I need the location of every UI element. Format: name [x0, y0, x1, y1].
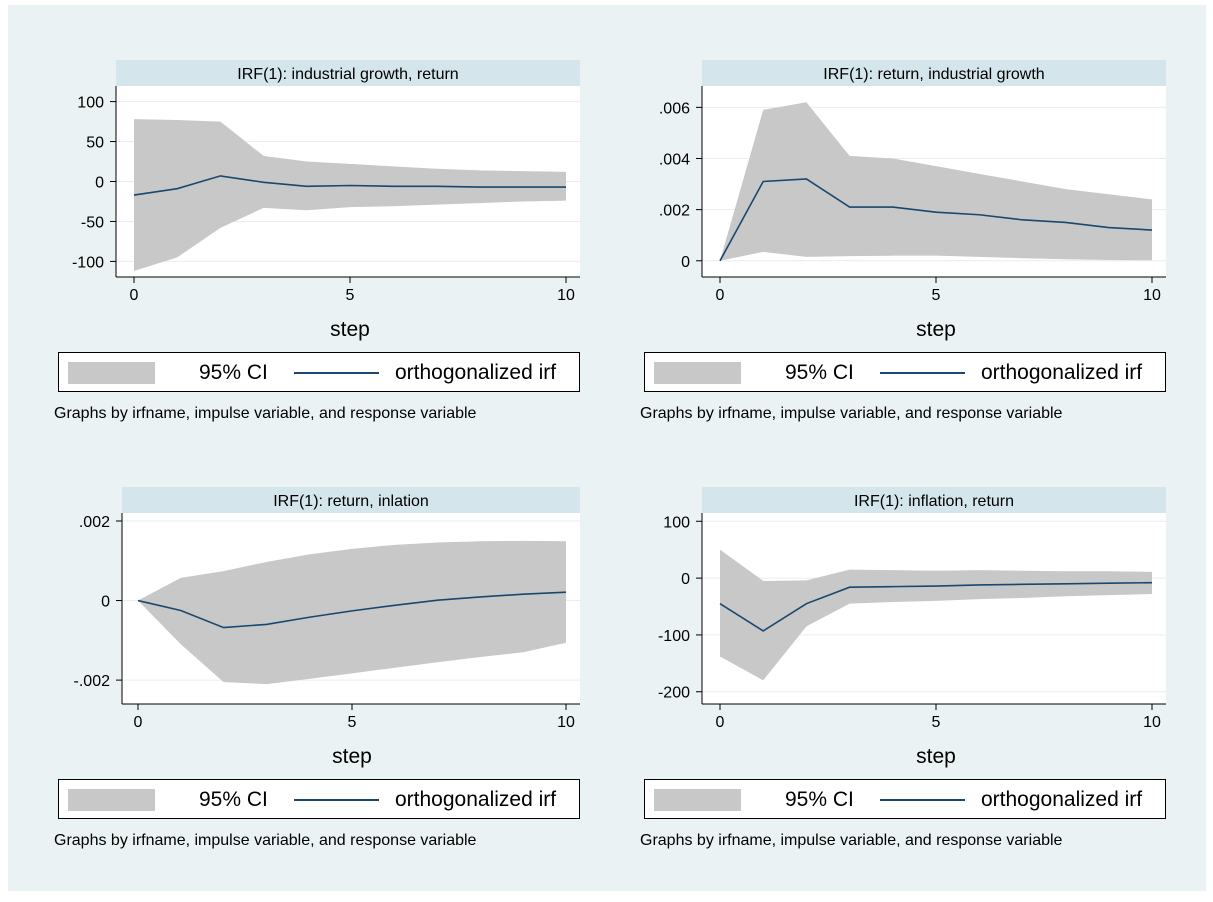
legend-ci-swatch — [68, 789, 155, 811]
y-tick-label: .006 — [659, 100, 690, 117]
y-tick-label: .002 — [79, 514, 110, 531]
x-tick-label: 5 — [932, 287, 941, 304]
legend-ci-label: 95% CI — [199, 361, 268, 384]
graphs-by-note-1: Graphs by irfname, impulse variable, and… — [54, 405, 477, 422]
chart-title: IRF(1): inflation, return — [854, 493, 1014, 510]
legend-irf-line — [880, 372, 965, 374]
x-tick-label: 10 — [557, 714, 575, 731]
x-tick-label: 0 — [134, 714, 143, 731]
ci-band — [138, 540, 566, 685]
x-tick-label: 5 — [932, 714, 941, 731]
legend-ci-swatch — [654, 362, 741, 384]
title-bar — [122, 487, 580, 513]
x-axis-label: step — [916, 745, 956, 768]
y-tick-label: 0 — [95, 175, 104, 192]
x-tick-label: 10 — [557, 287, 575, 304]
y-tick-label: -.002 — [74, 673, 111, 690]
x-axis-label: step — [330, 318, 370, 341]
irf-plot-4: IRF(1): inflation, return 100 0 -100 -200 0 5 1… — [658, 487, 1166, 768]
chart-panel-2: IRF(1): return, industrial growth 0 .002 .0… — [640, 55, 1200, 475]
legend-2: 95% CI orthogonalized irf — [644, 352, 1166, 392]
legend-irf-label: orthogonalized irf — [981, 361, 1143, 384]
irf-plot-3: IRF(1): return, inlation .002 0 -.002 0 5 10 st… — [74, 487, 580, 768]
x-tick-label: 0 — [130, 287, 139, 304]
x-tick-label: 5 — [346, 287, 355, 304]
chart-panel-3: IRF(1): return, inlation .002 0 -.002 0 5 10 st… — [54, 482, 614, 902]
legend-ci-swatch — [68, 362, 155, 384]
legend-irf-label: orthogonalized irf — [395, 361, 557, 384]
legend-irf-line — [880, 799, 965, 801]
irf-plot-1: IRF(1): industrial growth, return100500-… — [72, 60, 580, 341]
x-tick-label: 10 — [1143, 287, 1161, 304]
legend-ci-label: 95% CI — [199, 788, 268, 811]
ci-band — [720, 549, 1152, 681]
legend-1: 95% CI orthogonalized irf — [58, 352, 580, 392]
chart-panel-1: IRF(1): industrial growth, return 100 50 0-… — [54, 55, 614, 475]
legend-irf-label: orthogonalized irf — [395, 788, 557, 811]
y-tick-label: .004 — [659, 151, 690, 168]
y-tick-label: -200 — [658, 685, 690, 702]
irf-line — [133, 175, 566, 196]
y-tick-label: -100 — [72, 254, 104, 271]
graphs-by-note-2: Graphs by irfname, impulse variable, and… — [640, 405, 1063, 422]
y-tick-label: 100 — [77, 95, 104, 112]
x-tick-label: 10 — [1143, 714, 1161, 731]
graphs-by-note-3: Graphs by irfname, impulse variable, and… — [54, 832, 477, 849]
y-tick-label: -50 — [81, 214, 104, 231]
legend-ci-label: 95% CI — [785, 788, 854, 811]
legend-3: 95% CI orthogonalized irf — [58, 779, 580, 819]
title-bar — [702, 60, 1166, 86]
chart-title: IRF(1): return, industrial growth — [823, 66, 1044, 83]
title-bar — [116, 60, 580, 86]
y-tick-label: 50 — [86, 135, 104, 152]
chart-title: IRF(1): industrial growth, return — [237, 66, 458, 83]
y-tick-label: .002 — [659, 203, 690, 220]
y-tick-label: 0 — [681, 571, 690, 588]
irf-line — [719, 178, 1153, 262]
x-tick-label: 0 — [716, 287, 725, 304]
x-tick-label: 5 — [348, 714, 357, 731]
chart-title: IRF(1): return, inlation — [273, 493, 429, 510]
chart-panel-4: IRF(1): inflation, return 100 0 -100 -200 0 5 1… — [640, 482, 1200, 902]
legend-irf-line — [294, 799, 379, 801]
legend-ci-swatch — [654, 789, 741, 811]
title-bar — [702, 487, 1166, 513]
legend-irf-line — [294, 372, 379, 374]
ci-band — [134, 119, 566, 271]
irf-plot-2: IRF(1): return, industrial growth 0 .002 .0… — [659, 60, 1166, 341]
y-tick-label: 0 — [101, 594, 110, 611]
legend-ci-label: 95% CI — [785, 361, 854, 384]
graphs-by-note-4: Graphs by irfname, impulse variable, and… — [640, 832, 1063, 849]
legend-irf-label: orthogonalized irf — [981, 788, 1143, 811]
y-tick-label: 100 — [663, 514, 690, 531]
x-tick-label: 0 — [716, 714, 725, 731]
y-tick-label: -100 — [658, 628, 690, 645]
y-tick-label: 0 — [681, 254, 690, 271]
legend-4: 95% CI orthogonalized irf — [644, 779, 1166, 819]
x-axis-label: step — [916, 318, 956, 341]
x-axis-label: step — [332, 745, 372, 768]
irf-line — [137, 591, 567, 629]
irf-line — [719, 581, 1153, 632]
